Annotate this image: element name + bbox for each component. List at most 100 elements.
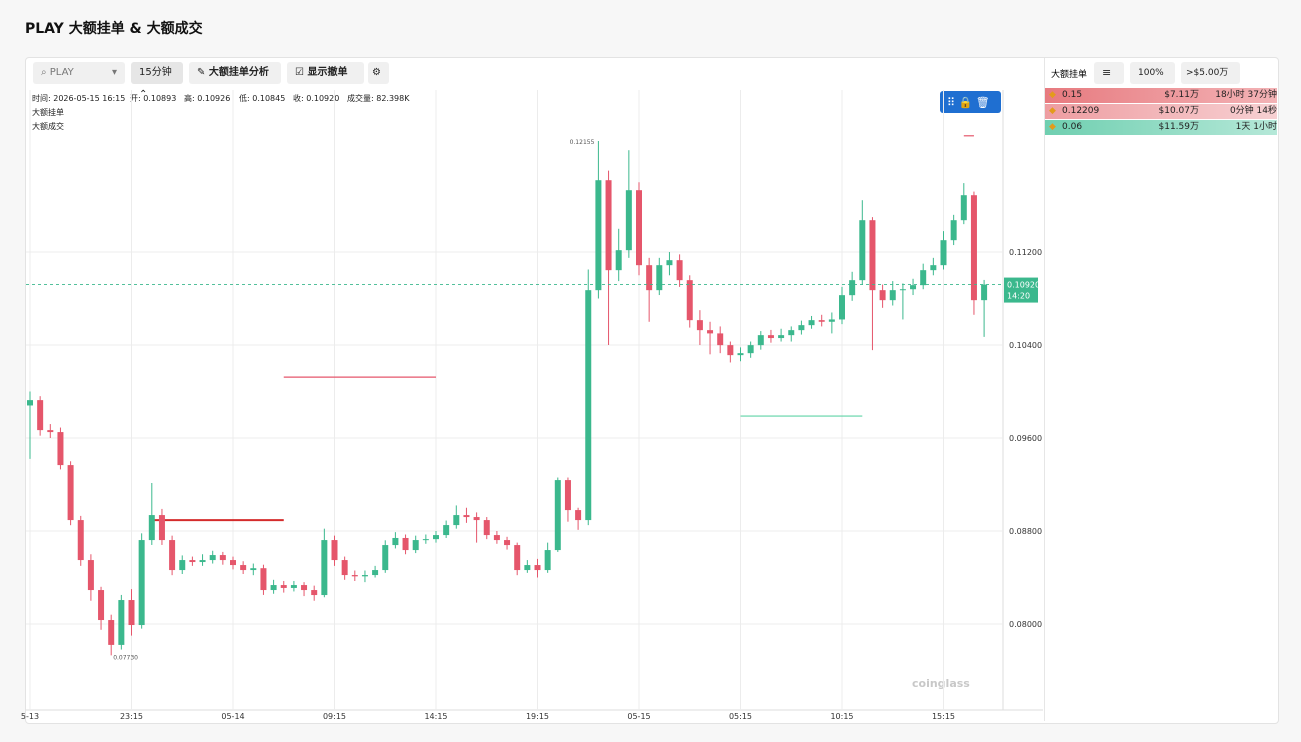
candle-body — [950, 220, 957, 241]
order-price: 0.06 — [1062, 122, 1083, 132]
candle-body — [930, 265, 937, 271]
candle-body — [351, 575, 358, 577]
last-price-time: 14:20 — [1007, 292, 1030, 301]
analysis-text: 大额挂单分析 — [208, 67, 269, 78]
candle-body — [818, 320, 825, 322]
candle-body — [382, 545, 389, 571]
low-marker: 0.07730 — [113, 654, 138, 661]
candle-body — [361, 575, 368, 577]
candle-body — [209, 555, 216, 561]
candle-body — [158, 515, 165, 541]
page-title: PLAY 大额挂单 & 大额成交 — [25, 21, 203, 37]
legend-orders[interactable]: 大额挂单 — [32, 107, 64, 117]
panel-filter-icon[interactable]: ≡ — [1094, 62, 1124, 84]
order-row[interactable]: 0.12209 $10.07万 0分钟 14秒 ◆ — [1045, 104, 1277, 119]
high-marker: 0.12155 — [570, 139, 595, 146]
candle-body — [605, 180, 612, 271]
candle-body — [37, 400, 44, 431]
candle-body — [260, 568, 267, 591]
watermark: coinglass — [912, 677, 970, 690]
candle-body — [889, 290, 896, 301]
candle-body — [767, 335, 774, 339]
interval-select[interactable]: 15分钟 ⌃ — [131, 62, 183, 100]
x-tick-label: 23:15 — [120, 712, 143, 721]
candle-body — [646, 265, 653, 291]
order-row[interactable]: 0.15 $7.11万 18小时 37分钟 ◆ — [1045, 88, 1277, 103]
y-tick-label: 0.10400 — [1009, 341, 1042, 350]
candle-body — [270, 585, 277, 591]
candle-body — [87, 560, 94, 591]
candle-body — [676, 260, 683, 281]
candle-body — [920, 270, 927, 286]
candle-body — [321, 540, 328, 596]
candle-body — [341, 560, 348, 576]
coin-icon: ◆ — [1049, 106, 1056, 116]
order-panel — [1044, 58, 1278, 721]
candle-body — [230, 560, 236, 566]
order-age: 1天 1小时 — [1235, 122, 1277, 132]
y-tick-label: 0.08000 — [1009, 620, 1042, 629]
candle-body — [960, 195, 967, 221]
x-tick-label: 05-14 — [221, 712, 244, 721]
candle-body — [910, 285, 917, 290]
candle-body — [666, 260, 673, 266]
candle-body — [179, 560, 186, 571]
show-cancel-text: 显示撤单 — [307, 67, 348, 78]
candle-body — [879, 290, 886, 301]
y-tick-label: 0.11200 — [1009, 248, 1042, 257]
x-tick-label: 19:15 — [526, 712, 549, 721]
candle-body — [98, 590, 105, 621]
interval-text: 15分钟 — [139, 67, 172, 78]
candle-body — [148, 515, 155, 541]
last-price-label: 0.10920 — [1007, 281, 1040, 290]
candle-body — [412, 540, 419, 551]
candle-body — [737, 353, 744, 356]
candle-body — [859, 220, 866, 281]
candle-body — [433, 535, 439, 540]
candle-body — [514, 545, 521, 571]
settings-button[interactable]: ⚙ — [368, 62, 389, 84]
candle-body — [808, 320, 815, 326]
candle-body — [615, 250, 622, 271]
ratio-text: 100% — [1138, 68, 1164, 78]
candle-body — [463, 515, 470, 518]
candle-body — [636, 190, 642, 266]
info-time: 时间: 2026-05-15 16:15 — [32, 93, 125, 103]
candle-body — [118, 600, 125, 645]
drawing-tools[interactable] — [940, 91, 1001, 113]
candle-body — [169, 540, 176, 571]
search-box[interactable]: ⌕ PLAY ▾ — [33, 62, 125, 84]
x-tick-label: 14:15 — [424, 712, 447, 721]
analysis-button[interactable]: ✎ 大额挂单分析 — [189, 62, 281, 84]
x-tick-label: 05-15 — [627, 712, 650, 721]
order-price: 0.12209 — [1062, 106, 1100, 116]
candle-body — [869, 220, 876, 291]
candle-body — [443, 525, 450, 536]
candle-body — [849, 280, 856, 296]
candle-body — [189, 560, 196, 563]
show-cancel-toggle[interactable]: ☑ 显示撤单 — [287, 62, 364, 84]
x-tick-label: 05:15 — [729, 712, 752, 721]
order-age: 0分钟 14秒 — [1229, 106, 1277, 116]
candle-body — [717, 333, 724, 346]
candle-body — [453, 515, 460, 526]
candle-body — [331, 540, 338, 561]
legend-trades[interactable]: 大额成交 — [32, 121, 64, 131]
candle-body — [250, 568, 257, 571]
tool-icon[interactable]: ⠿ 🔒 🗑 — [947, 96, 990, 109]
candle-body — [402, 537, 409, 551]
order-row[interactable]: 0.06 $11.59万 1天 1小时 ◆ — [1045, 120, 1277, 135]
candle-body — [311, 590, 318, 596]
candle-body — [554, 480, 561, 551]
candle-body — [57, 432, 64, 466]
info-open: 开: 0.10893 — [130, 94, 176, 103]
candle-body — [940, 240, 947, 266]
candle-body — [108, 620, 115, 645]
candle-body — [564, 480, 571, 511]
candle-body — [240, 565, 247, 571]
candle-body — [534, 565, 541, 571]
candle-body — [899, 289, 906, 291]
search-text: PLAY — [49, 67, 74, 78]
